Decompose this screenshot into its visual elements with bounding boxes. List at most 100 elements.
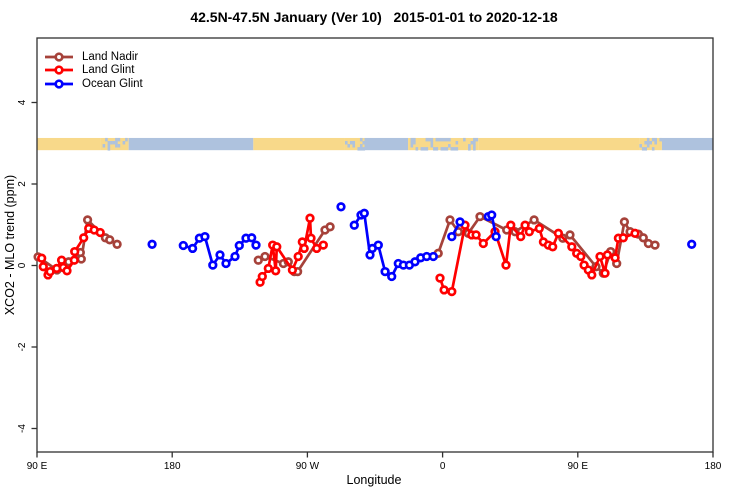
data-point-marker bbox=[95, 227, 105, 238]
strip-speckle bbox=[445, 137, 449, 142]
y-tick-label: 4 bbox=[17, 99, 28, 105]
strip-speckle bbox=[112, 141, 116, 145]
data-point-marker bbox=[70, 246, 80, 257]
data-point-marker bbox=[516, 231, 526, 242]
strip-speckle bbox=[359, 144, 363, 148]
strip-speckle bbox=[440, 137, 444, 142]
strip-speckle bbox=[110, 141, 113, 145]
data-point-marker bbox=[553, 228, 564, 238]
data-point-marker bbox=[38, 262, 48, 272]
strip-speckle bbox=[410, 144, 414, 148]
strip-segment-land bbox=[253, 137, 345, 151]
data-point-marker bbox=[447, 286, 457, 297]
data-point-marker bbox=[325, 222, 335, 232]
strip-speckle bbox=[644, 147, 647, 151]
series-ocean-glint bbox=[147, 202, 697, 282]
data-point-marker bbox=[650, 240, 660, 250]
data-point-marker bbox=[349, 220, 359, 230]
strip-speckle bbox=[362, 141, 366, 145]
series-line-ocean-glint bbox=[352, 211, 435, 278]
data-point-marker bbox=[69, 255, 79, 265]
data-point-marker bbox=[293, 251, 303, 262]
strip-speckle bbox=[352, 144, 356, 148]
data-point-marker bbox=[410, 257, 420, 267]
y-tick-label: 0 bbox=[17, 262, 28, 268]
data-point-marker bbox=[687, 239, 697, 249]
strip-speckle bbox=[468, 147, 471, 151]
data-point-marker bbox=[475, 211, 485, 222]
strip-speckle bbox=[102, 144, 106, 148]
data-point-marker bbox=[428, 251, 438, 262]
strip-speckle bbox=[473, 137, 476, 142]
legend-item-ocean-glint: Ocean Glint bbox=[44, 77, 143, 91]
strip-speckle bbox=[430, 137, 434, 142]
map-strip bbox=[37, 137, 713, 151]
data-point-marker bbox=[260, 251, 270, 262]
x-axis-ticks: 90 E 180 90 W 0 90 E 180 bbox=[27, 452, 722, 472]
strip-speckle bbox=[107, 147, 111, 151]
strip-speckle bbox=[448, 144, 451, 148]
strip-speckle bbox=[420, 147, 424, 151]
strip-segment-land bbox=[478, 137, 640, 151]
data-point-marker bbox=[380, 266, 390, 277]
strip-speckle bbox=[445, 147, 449, 151]
strip-speckle bbox=[473, 147, 476, 151]
strip-speckle bbox=[455, 147, 459, 151]
strip-speckle bbox=[455, 141, 459, 145]
data-point-marker bbox=[105, 235, 115, 245]
data-point-marker bbox=[567, 242, 577, 252]
data-point-marker bbox=[576, 251, 586, 262]
data-point-marker bbox=[37, 253, 47, 263]
strip-speckle bbox=[352, 141, 356, 145]
data-point-marker bbox=[565, 230, 575, 240]
data-point-marker bbox=[587, 270, 597, 280]
strip-speckle bbox=[115, 144, 118, 148]
x-tick-label: 90 E bbox=[27, 461, 48, 472]
data-point-marker bbox=[447, 231, 457, 242]
strip-speckle bbox=[448, 137, 451, 142]
strip-speckle bbox=[357, 147, 361, 151]
data-point-marker bbox=[272, 242, 282, 252]
data-point-marker bbox=[312, 243, 322, 254]
data-point-marker bbox=[230, 251, 240, 262]
data-point-marker bbox=[534, 223, 544, 234]
strip-speckle bbox=[413, 141, 416, 145]
strip-speckle bbox=[428, 137, 431, 142]
data-point-marker bbox=[548, 242, 558, 252]
strip-speckle bbox=[433, 147, 436, 151]
data-point-marker bbox=[595, 251, 605, 262]
strip-speckle bbox=[453, 147, 456, 151]
legend-item-land-nadir: Land Nadir bbox=[44, 50, 143, 64]
data-point-marker bbox=[251, 240, 261, 250]
y-tick-label: -2 bbox=[17, 342, 28, 351]
data-point-marker bbox=[56, 255, 67, 265]
strip-speckle bbox=[641, 147, 645, 151]
strip-speckle bbox=[117, 144, 121, 148]
x-tick-label: 0 bbox=[440, 461, 446, 472]
data-point-marker bbox=[336, 202, 346, 212]
plot-box bbox=[36, 37, 714, 453]
strip-speckle bbox=[410, 137, 414, 142]
data-point-marker bbox=[487, 210, 497, 220]
strip-speckle bbox=[463, 137, 466, 142]
data-point-marker bbox=[62, 266, 72, 276]
chart-title: 42.5N-47.5N January (Ver 10) 2015-01-01 … bbox=[190, 9, 558, 25]
data-point-marker bbox=[610, 253, 620, 263]
strip-speckle bbox=[115, 141, 118, 145]
data-point-marker bbox=[221, 258, 231, 269]
data-point-marker bbox=[471, 230, 481, 240]
data-point-marker bbox=[638, 233, 648, 243]
data-point-marker bbox=[529, 215, 539, 225]
strip-speckle bbox=[413, 137, 416, 142]
legend-marker-icon bbox=[45, 52, 73, 62]
strip-speckle bbox=[473, 144, 476, 148]
strip-speckle bbox=[443, 147, 446, 151]
strip-speckle bbox=[654, 137, 657, 142]
strip-segment-ocean bbox=[128, 137, 254, 151]
y-axis-ticks: -4 -2 0 2 4 bbox=[17, 99, 37, 433]
legend-item-land-glint: Land Glint bbox=[44, 64, 143, 78]
strip-speckle bbox=[435, 137, 439, 142]
data-point-marker bbox=[299, 243, 309, 254]
data-point-marker bbox=[439, 285, 449, 295]
